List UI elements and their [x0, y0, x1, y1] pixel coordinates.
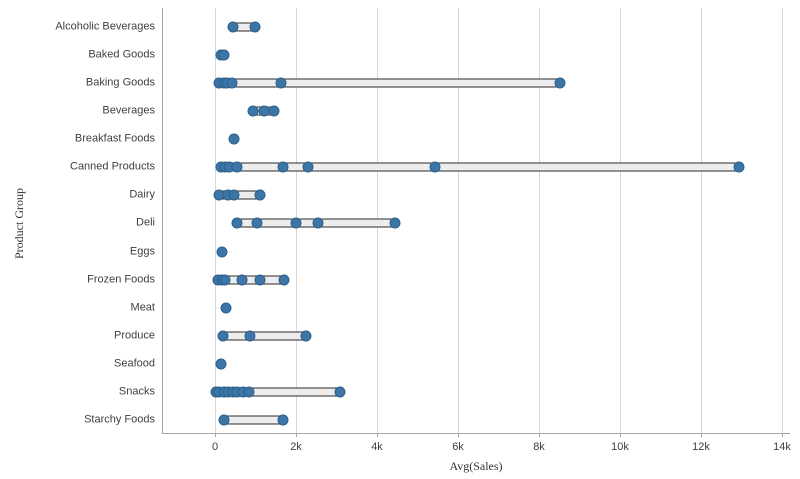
data-point[interactable] [300, 330, 312, 342]
data-point[interactable] [334, 386, 346, 398]
x-axis-line [162, 433, 790, 434]
data-point[interactable] [251, 217, 263, 229]
x-gridline [215, 8, 216, 433]
category-label: Canned Products [70, 160, 155, 173]
x-gridline [782, 8, 783, 433]
x-tick-label: 6k [452, 441, 464, 453]
x-tick-label: 4k [371, 441, 383, 453]
data-point[interactable] [389, 217, 401, 229]
data-point[interactable] [236, 274, 248, 286]
x-gridline [458, 8, 459, 433]
category-label: Breakfast Foods [74, 132, 155, 145]
data-point[interactable] [227, 21, 239, 33]
x-tick-mark [620, 433, 621, 437]
range-bar [218, 162, 742, 172]
data-point[interactable] [275, 77, 287, 89]
category-label: Frozen Foods [87, 273, 155, 286]
category-label: Baked Goods [88, 48, 155, 61]
category-label: Baking Goods [85, 76, 155, 89]
category-label: Eggs [129, 245, 155, 258]
data-point[interactable] [268, 105, 280, 117]
x-tick-mark [539, 433, 540, 437]
category-label: Starchy Foods [84, 413, 155, 426]
data-point[interactable] [254, 274, 266, 286]
data-point[interactable] [277, 414, 289, 426]
x-tick-label: 10k [611, 441, 629, 453]
x-tick-mark [377, 433, 378, 437]
data-point[interactable] [228, 189, 240, 201]
range-bar [220, 331, 309, 341]
data-point[interactable] [554, 77, 566, 89]
range-bar [217, 78, 563, 88]
category-label: Beverages [102, 104, 155, 117]
x-gridline [539, 8, 540, 433]
data-point[interactable] [244, 330, 256, 342]
x-axis-title: Avg(Sales) [449, 459, 503, 473]
data-point[interactable] [216, 246, 228, 258]
x-tick-label: 2k [290, 441, 302, 453]
x-gridline [620, 8, 621, 433]
data-point[interactable] [231, 161, 243, 173]
data-point[interactable] [218, 49, 230, 61]
data-point[interactable] [228, 133, 240, 145]
data-point[interactable] [312, 217, 324, 229]
data-point[interactable] [733, 161, 745, 173]
data-point[interactable] [290, 217, 302, 229]
x-gridline [701, 8, 702, 433]
x-tick-mark [782, 433, 783, 437]
data-point[interactable] [220, 302, 232, 314]
x-tick-label: 14k [773, 441, 791, 453]
data-point[interactable] [429, 161, 441, 173]
data-point[interactable] [277, 161, 289, 173]
data-point[interactable] [243, 386, 255, 398]
data-point[interactable] [249, 21, 261, 33]
range-bar [222, 415, 286, 425]
data-point[interactable] [302, 161, 314, 173]
x-tick-mark [215, 433, 216, 437]
data-point[interactable] [219, 274, 231, 286]
category-label: Snacks [118, 385, 155, 398]
category-label: Deli [136, 216, 155, 229]
category-label: Seafood [114, 357, 155, 370]
x-tick-mark [296, 433, 297, 437]
data-point[interactable] [226, 77, 238, 89]
x-tick-mark [701, 433, 702, 437]
data-point[interactable] [215, 358, 227, 370]
data-point[interactable] [218, 414, 230, 426]
data-point[interactable] [217, 330, 229, 342]
x-tick-label: 8k [533, 441, 545, 453]
x-tick-mark [458, 433, 459, 437]
data-point[interactable] [247, 105, 259, 117]
category-label: Dairy [129, 188, 155, 201]
x-tick-label: 12k [692, 441, 710, 453]
y-axis-line [162, 8, 163, 433]
data-point[interactable] [278, 274, 290, 286]
category-label: Alcoholic Beverages [55, 20, 155, 33]
category-label: Produce [114, 329, 155, 342]
x-tick-label: 0 [211, 441, 219, 453]
data-point[interactable] [231, 217, 243, 229]
category-label: Meat [130, 301, 155, 314]
data-point[interactable] [254, 189, 266, 201]
